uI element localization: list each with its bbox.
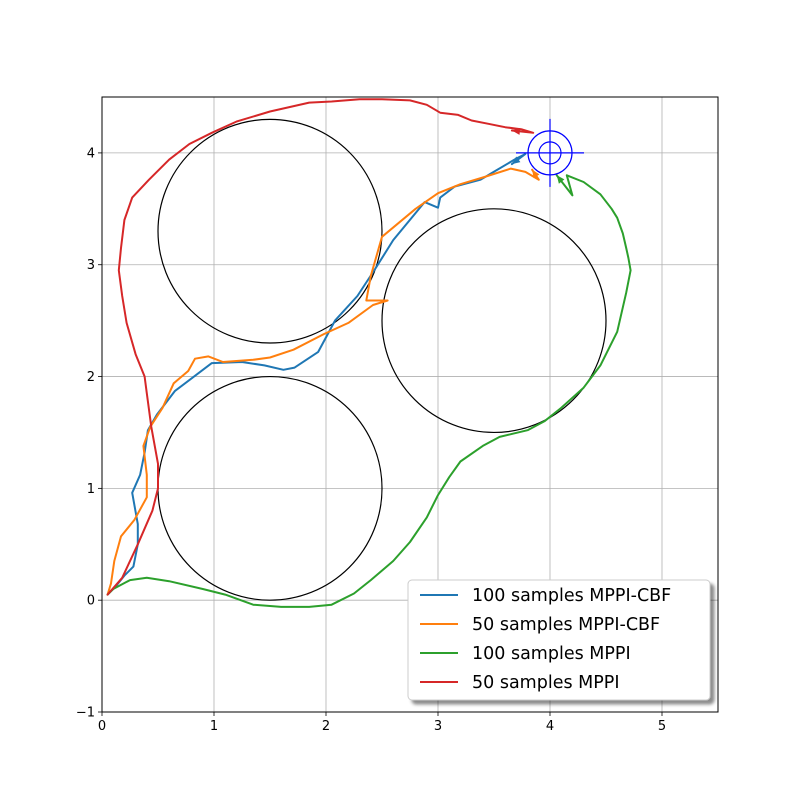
legend-label: 100 samples MPPI — [472, 644, 631, 664]
obstacle-circle — [157, 118, 383, 344]
x-tick-label: 1 — [210, 719, 218, 734]
series-arrowhead — [511, 127, 521, 135]
y-tick-label: 0 — [87, 594, 95, 609]
legend: 100 samples MPPI-CBF 50 samples MPPI-CBF 1… — [407, 579, 711, 701]
series-line — [106, 167, 540, 596]
y-tick-label: −1 — [76, 706, 95, 721]
obstacle-circle — [381, 208, 607, 434]
grid-lines — [101, 97, 718, 713]
series-arrowhead — [511, 156, 521, 165]
x-tick-label: 0 — [98, 719, 106, 734]
series-line — [106, 98, 535, 596]
legend-label: 100 samples MPPI-CBF — [472, 586, 671, 606]
series-arrowhead — [556, 175, 565, 184]
x-tick-label: 5 — [658, 719, 666, 734]
y-tick-label: 2 — [87, 370, 95, 385]
x-tick-label: 2 — [322, 719, 330, 734]
series-arrowhead — [532, 169, 540, 179]
legend-label: 50 samples MPPI-CBF — [472, 615, 660, 635]
y-tick-label: 1 — [87, 482, 95, 497]
legend-box — [407, 579, 711, 701]
plot-frame — [101, 96, 719, 713]
y-tick-label: 4 — [87, 146, 95, 161]
y-tick-label: 3 — [87, 258, 95, 273]
x-tick-label: 4 — [546, 719, 554, 734]
series-line — [106, 174, 632, 608]
goal-marker — [516, 118, 584, 187]
series-lines — [106, 98, 632, 608]
x-tick-label: 3 — [434, 719, 442, 734]
legend-label: 50 samples MPPI — [472, 673, 620, 693]
